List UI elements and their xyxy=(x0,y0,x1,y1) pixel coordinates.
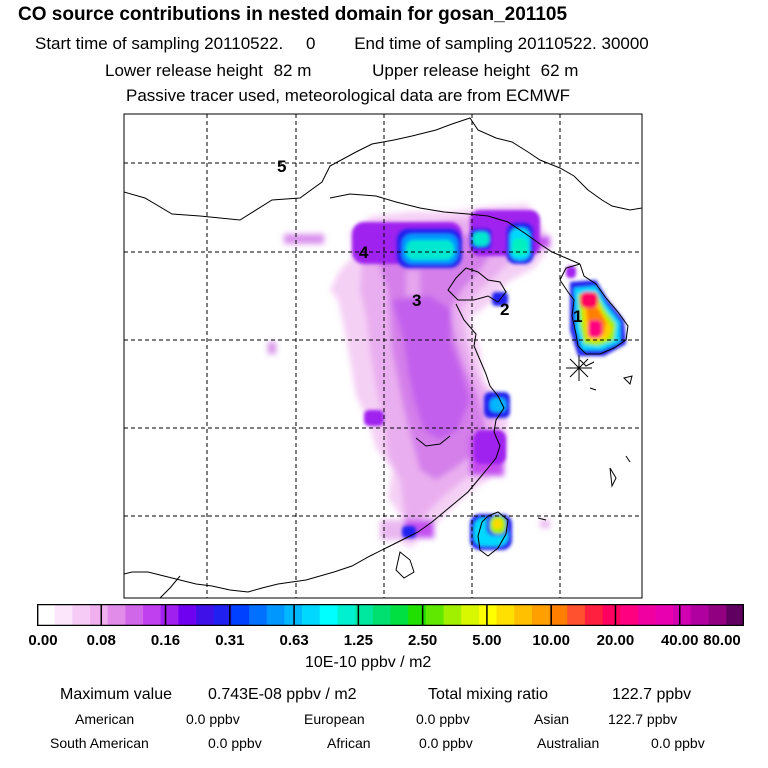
colorbar-cell xyxy=(408,604,427,626)
total-mixing-label: Total mixing ratio xyxy=(428,686,549,703)
start-time-value: 20110522. xyxy=(204,34,284,53)
region-value: 0.0 ppbv xyxy=(416,711,470,727)
colorbar-tick-label: 20.00 xyxy=(596,632,635,649)
colorbar-units: 10E-10 ppbv / m2 xyxy=(305,654,432,671)
colorbar-cell xyxy=(266,604,285,626)
tracer-note: Passive tracer used, meteorological data… xyxy=(126,86,571,105)
map-frame xyxy=(123,113,643,599)
total-mixing-value: 122.7 ppbv xyxy=(612,686,692,703)
colorbar-cell xyxy=(107,604,126,626)
colorbar-cell xyxy=(461,604,480,626)
region-label-5: 5 xyxy=(277,157,286,176)
colorbar xyxy=(37,604,744,626)
upper-height-label: Upper release height xyxy=(372,61,530,80)
colorbar-cell xyxy=(249,604,268,626)
colorbar-cell xyxy=(72,604,91,626)
korea-hotspot xyxy=(566,266,626,356)
colorbar-cell xyxy=(567,604,586,626)
colorbar-cell xyxy=(54,604,73,626)
colorbar-tick-label: 5.00 xyxy=(472,632,502,649)
release-heights: Lower release height 82 m Upper release … xyxy=(105,61,578,81)
region-label-3: 3 xyxy=(412,291,421,310)
colorbar-tick-label: 80.00 xyxy=(703,632,741,649)
region-value: 0.0 ppbv xyxy=(186,711,240,727)
upper-height-value: 62 m xyxy=(540,61,579,80)
colorbar-cell xyxy=(549,604,568,626)
region-name: American xyxy=(75,711,135,727)
region-value: 0.0 ppbv xyxy=(651,735,705,751)
colorbar-tick-label: 0.63 xyxy=(279,632,309,649)
region-name: Asian xyxy=(534,711,570,727)
colorbar-cell xyxy=(531,604,551,626)
colorbar-cell xyxy=(231,604,250,626)
region-value: 122.7 ppbv xyxy=(608,711,678,727)
colorbar-tick-label: 0.31 xyxy=(215,632,245,649)
region-label-1: 1 xyxy=(573,307,582,326)
region-label-4: 4 xyxy=(359,243,369,262)
colorbar-cell xyxy=(125,604,144,626)
max-value-label: Maximum value xyxy=(60,686,173,703)
lower-height-label: Lower release height xyxy=(105,61,263,80)
colorbar-cell xyxy=(637,604,657,626)
start-time-zero: 0 xyxy=(305,34,316,53)
colorbar-cell xyxy=(673,604,692,626)
region-name: Australian xyxy=(537,735,600,751)
colorbar-cell xyxy=(690,604,710,626)
colorbar-cell xyxy=(355,604,374,626)
colorbar-cell xyxy=(160,604,179,626)
colorbar-border xyxy=(37,604,744,626)
colorbar-cell xyxy=(478,604,498,626)
colorbar-cell xyxy=(213,604,232,626)
colorbar-cell xyxy=(443,604,462,626)
colorbar-cell xyxy=(425,604,445,626)
colorbar-cell xyxy=(143,604,162,626)
colorbar-cell xyxy=(655,604,674,626)
colorbar-tick-label: 1.25 xyxy=(343,632,373,649)
colorbar-cell xyxy=(90,604,109,626)
region-name: African xyxy=(327,735,371,751)
colorbar-tick-label: 10.00 xyxy=(532,632,570,649)
sampling-times: Start time of sampling 20110522. 0 End t… xyxy=(35,34,649,54)
region-name: European xyxy=(304,711,365,727)
colorbar-tick-label: 0.00 xyxy=(28,632,58,649)
end-time-value: 20110522. 30000 xyxy=(517,34,649,53)
colorbar-cell xyxy=(196,604,215,626)
receptor-star-icon xyxy=(566,355,592,381)
colorbar-tick-label: 40.00 xyxy=(660,632,699,649)
colorbar-cell xyxy=(726,604,744,626)
region-value: 0.0 ppbv xyxy=(208,735,262,751)
colorbar-cell xyxy=(514,604,533,626)
colorbar-cell xyxy=(319,604,338,626)
colorbar-cell xyxy=(37,604,56,626)
plot-title: CO source contributions in nested domain… xyxy=(18,4,568,25)
region-label-2: 2 xyxy=(500,300,509,319)
region-value: 0.0 ppbv xyxy=(419,735,473,751)
colorbar-cell xyxy=(496,604,515,626)
region-name: South American xyxy=(50,735,149,751)
taiwan-hotspot xyxy=(470,514,512,550)
end-time-label: End time of sampling xyxy=(354,34,513,53)
max-value: 0.743E-08 ppbv / m2 xyxy=(208,686,357,703)
colorbar-cell xyxy=(372,604,391,626)
colorbar-cell xyxy=(337,604,356,626)
colorbar-cell xyxy=(302,604,321,626)
colorbar-cell xyxy=(390,604,409,626)
colorbar-cell xyxy=(708,604,727,626)
grid-lines xyxy=(124,114,642,598)
colorbar-tick-label: 0.08 xyxy=(86,632,116,649)
colorbar-cell xyxy=(602,604,621,626)
colorbar-cell xyxy=(620,604,639,626)
colorbar-tick-label: 0.16 xyxy=(150,632,181,649)
colorbar-cell xyxy=(584,604,604,626)
plume-core-north xyxy=(352,210,540,538)
colorbar-cell xyxy=(178,604,197,626)
start-time-label: Start time of sampling xyxy=(35,34,200,53)
colorbar-tick-label: 2.50 xyxy=(408,632,438,649)
lower-height-value: 82 m xyxy=(273,61,312,80)
